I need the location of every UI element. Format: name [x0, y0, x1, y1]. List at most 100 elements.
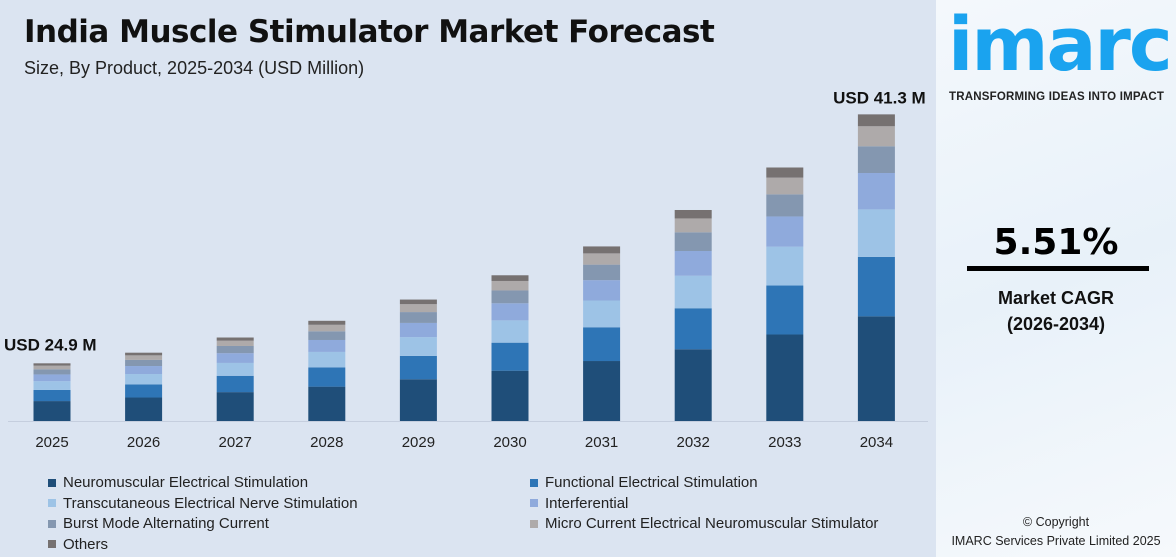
tagline: TRANSFORMING IDEAS INTO IMPACT	[949, 91, 1165, 103]
bar-segment	[308, 339, 346, 352]
bar-segment	[125, 355, 163, 360]
bar-segment	[674, 218, 712, 233]
bar-segment	[399, 299, 437, 305]
x-tick-label: 2028	[310, 434, 343, 451]
x-tick-label: 2033	[768, 434, 801, 451]
bar-segment	[308, 331, 346, 340]
copyright-text: © Copyright	[1022, 515, 1090, 529]
bar-segment	[857, 209, 895, 257]
bar-segment	[583, 327, 621, 362]
bar-segment	[308, 367, 346, 387]
bar-segment	[491, 280, 529, 291]
legend-label: Interferential	[545, 494, 629, 512]
total-annotation: USD 41.3 M	[833, 88, 926, 107]
bar-segment	[583, 300, 621, 328]
legend-label: Burst Mode Alternating Current	[63, 515, 269, 532]
bar-segment	[33, 369, 71, 375]
legend-swatch	[530, 519, 538, 528]
bar-segment	[33, 389, 71, 402]
bar-segment	[216, 362, 254, 376]
bar-segment	[216, 392, 254, 421]
bar-segment	[857, 126, 895, 147]
bar-segment	[399, 322, 437, 338]
bar-segment	[125, 384, 163, 398]
legend-label: Transcutaneous Electrical Nerve Stimulat…	[63, 494, 358, 512]
bar-segment	[125, 352, 163, 356]
cagr-label-text: Market CAGR	[997, 288, 1115, 308]
legend-swatch	[48, 540, 56, 548]
bar-segment	[33, 401, 71, 421]
bar-segment	[33, 363, 71, 366]
bar-segment	[491, 275, 529, 281]
bar-segment	[33, 381, 71, 390]
legend-swatch	[530, 478, 538, 487]
bar-segment	[857, 256, 895, 317]
bar-segment	[491, 342, 529, 371]
bar-segment	[491, 320, 529, 343]
legend-swatch	[530, 499, 538, 507]
bar-segment	[674, 275, 712, 309]
legend-item: Micro Current Electrical Neuromuscular S…	[530, 515, 878, 532]
bar-segment	[583, 280, 621, 301]
legend-label: Others	[63, 535, 109, 553]
chart-title: India Muscle Stimulator Market Forecast	[24, 14, 715, 50]
bar-segment	[857, 146, 895, 174]
bar-segment	[125, 359, 163, 367]
x-tick-label: 2027	[219, 434, 252, 451]
cagr-label: Market CAGR (2026-2034)	[936, 285, 1176, 337]
legend-item: Interferential	[530, 495, 628, 512]
bar-segment	[308, 320, 346, 325]
bar-segment	[33, 365, 71, 370]
x-tick-label: 2031	[585, 434, 618, 451]
company-name: IMARC Services Private Limited 2025	[951, 534, 1161, 548]
x-tick-label: 2026	[127, 434, 160, 451]
info-panel: imarc TRANSFORMING IDEAS INTO IMPACT 5.5…	[936, 0, 1176, 557]
chart-panel: India Muscle Stimulator Market Forecast …	[4, 14, 928, 553]
bar-segment	[308, 324, 346, 332]
legend-swatch	[48, 519, 56, 528]
bar-segment	[766, 167, 804, 178]
bar-segment	[857, 114, 895, 127]
bar-segment	[766, 216, 804, 247]
bar-segment	[766, 285, 804, 335]
bar-segment	[216, 345, 254, 354]
legend-item: Burst Mode Alternating Current	[48, 515, 269, 532]
bar-segment	[308, 351, 346, 368]
bar-segment	[766, 246, 804, 286]
x-tick-label: 2032	[677, 434, 710, 451]
bar-segment	[857, 173, 895, 210]
bar-segment	[583, 264, 621, 281]
bar-segment	[674, 250, 712, 276]
bar-segment	[399, 337, 437, 356]
bar-segment	[399, 304, 437, 313]
x-tick-label: 2029	[402, 434, 435, 451]
copyright: © Copyright IMARC Services Private Limit…	[936, 513, 1176, 551]
legend-swatch	[48, 499, 56, 507]
total-annotation: USD 24.9 M	[4, 335, 97, 354]
bar-segment	[33, 374, 71, 382]
bar-segment	[216, 353, 254, 363]
bar-segment	[216, 337, 254, 341]
bar-segment	[216, 375, 254, 393]
bar-segment	[491, 370, 529, 421]
bar-segment	[674, 209, 712, 219]
divider	[967, 266, 1149, 271]
bar-segment	[308, 386, 346, 421]
legend-swatch	[48, 478, 56, 487]
bar-segment	[216, 340, 254, 346]
bar-segment	[857, 316, 895, 421]
bar-segment	[399, 379, 437, 421]
bar-segment	[125, 397, 163, 421]
imarc-logo: imarc	[948, 2, 1173, 88]
chart-subtitle: Size, By Product, 2025-2034 (USD Million…	[24, 58, 365, 78]
bar-segment	[399, 355, 437, 380]
bar-segment	[583, 246, 621, 254]
bar-segment	[583, 253, 621, 265]
x-tick-label: 2025	[35, 434, 68, 451]
legend-label: Micro Current Electrical Neuromuscular S…	[545, 515, 879, 532]
x-tick-label: 2034	[860, 434, 893, 451]
cagr-period: (2026-2034)	[1006, 314, 1106, 334]
bar-segment	[125, 366, 163, 375]
bar-segment	[766, 194, 804, 217]
stacked-bar-chart: 2025 USD 24.9 M 2026 2027 2028 2029 2030 2031 20…	[4, 88, 928, 451]
